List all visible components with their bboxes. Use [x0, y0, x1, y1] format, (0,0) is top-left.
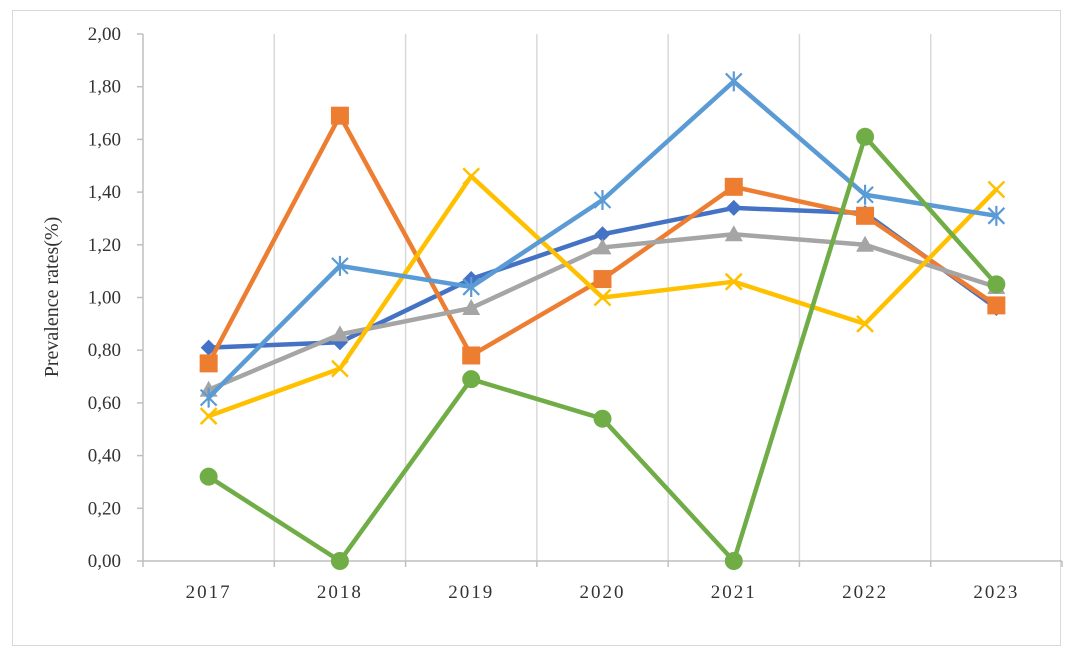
- tick-labels: 0,00 0,20 0,40 0,60 0,80 1,00 1,20 1,40 1,60 1,80…: [88, 24, 1020, 603]
- data-point: [725, 178, 743, 196]
- data-point: [331, 107, 349, 125]
- data-point: [988, 181, 1004, 197]
- y-tick-label: 0,80: [88, 340, 121, 361]
- data-point: [726, 71, 742, 91]
- y-tick-label: 0,20: [88, 498, 121, 519]
- data-point: [331, 552, 349, 570]
- y-axis-title: Prevalence rates(%): [41, 217, 63, 377]
- y-tick-label: 1,20: [88, 235, 121, 256]
- series-group: [200, 71, 1006, 570]
- data-point: [595, 190, 611, 210]
- y-tick-label: 1,00: [88, 288, 121, 309]
- data-point: [856, 207, 874, 225]
- series-3: [200, 225, 1006, 396]
- y-tick-label: 2,00: [88, 24, 121, 45]
- data-point: [462, 370, 480, 388]
- y-tick-label: 0,00: [88, 551, 121, 572]
- y-tick-label: 1,60: [88, 129, 121, 150]
- x-tick-label: 2019: [448, 582, 494, 603]
- y-tick-label: 0,40: [88, 446, 121, 467]
- data-point: [200, 468, 218, 486]
- y-tick-label: 0,60: [88, 393, 121, 414]
- data-point: [594, 410, 612, 428]
- data-point: [726, 200, 742, 216]
- x-tick-label: 2020: [580, 582, 626, 603]
- data-point: [987, 296, 1005, 314]
- data-point: [201, 388, 217, 408]
- x-tick-label: 2022: [842, 582, 888, 603]
- y-tick-label: 1,40: [88, 182, 121, 203]
- data-point: [725, 552, 743, 570]
- data-point: [200, 354, 218, 372]
- data-point: [463, 168, 479, 184]
- x-tick-label: 2023: [973, 582, 1019, 603]
- x-tick-label: 2017: [186, 582, 232, 603]
- data-point: [462, 346, 480, 364]
- y-tick-label: 1,80: [88, 77, 121, 98]
- data-point: [987, 275, 1005, 293]
- data-point: [856, 128, 874, 146]
- data-point: [594, 270, 612, 288]
- x-tick-label: 2018: [317, 582, 363, 603]
- x-tick-label: 2021: [711, 582, 757, 603]
